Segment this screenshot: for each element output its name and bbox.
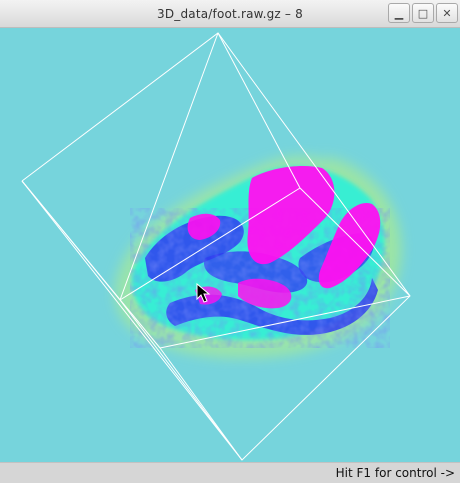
mouse-pointer-icon: [196, 282, 211, 303]
volume-dense-regions: [187, 166, 381, 309]
close-button[interactable]: ✕: [436, 3, 458, 23]
close-icon: ✕: [442, 6, 452, 20]
minimize-icon: ▁: [394, 6, 404, 20]
volume-render-canvas[interactable]: [0, 28, 460, 462]
minimize-button[interactable]: ▁: [388, 3, 410, 23]
volume-render-viewport[interactable]: [0, 28, 460, 462]
maximize-icon: □: [417, 6, 429, 20]
window-title: 3D_data/foot.raw.gz – 8: [157, 7, 303, 21]
status-hint: Hit F1 for control ->: [335, 466, 455, 480]
title-bar[interactable]: 3D_data/foot.raw.gz – 8 ▁ □ ✕: [0, 0, 460, 28]
bounding-box-wireframe: [21, 32, 411, 461]
status-bar: Hit F1 for control ->: [0, 462, 460, 483]
maximize-button[interactable]: □: [412, 3, 434, 23]
window-controls: ▁ □ ✕: [388, 3, 458, 23]
